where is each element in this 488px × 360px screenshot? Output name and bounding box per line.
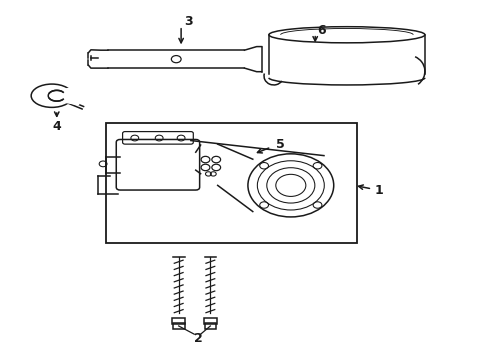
Text: 1: 1 bbox=[373, 184, 382, 197]
Text: 4: 4 bbox=[52, 120, 61, 133]
Bar bbox=[171, 319, 185, 324]
Polygon shape bbox=[64, 87, 79, 105]
Bar bbox=[203, 319, 217, 324]
Bar bbox=[105, 123, 356, 243]
Text: 6: 6 bbox=[317, 24, 325, 37]
Text: 3: 3 bbox=[184, 15, 192, 28]
Bar bbox=[204, 323, 216, 329]
Text: 5: 5 bbox=[276, 138, 285, 150]
Bar bbox=[172, 323, 184, 329]
Text: 2: 2 bbox=[193, 332, 202, 345]
